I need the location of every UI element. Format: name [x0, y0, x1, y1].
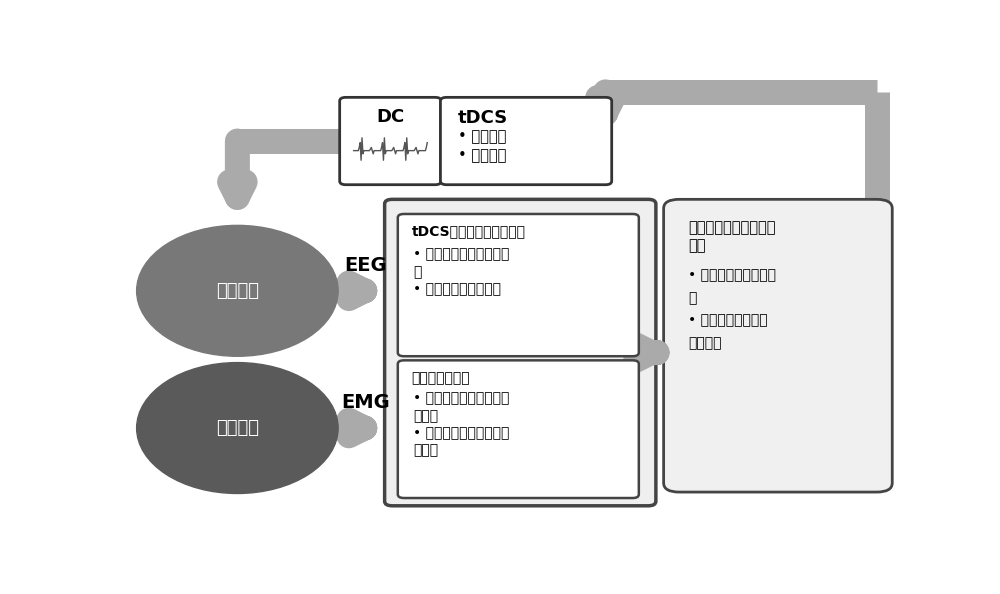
Text: • 多层次神经肌肉耦合关: • 多层次神经肌肉耦合关 [413, 426, 510, 440]
Text: 管理: 管理 [688, 238, 706, 253]
Text: • 射激范式: • 射激范式 [458, 129, 507, 144]
Text: tDCS对皮层活动影响分析: tDCS对皮层活动影响分析 [412, 225, 526, 239]
Text: • 相关矩阵与邻接矩阵建: • 相关矩阵与邻接矩阵建 [413, 247, 510, 261]
Text: • 运动功能康复评价指: • 运动功能康复评价指 [688, 268, 776, 282]
Text: 运动功能评价与可塑性: 运动功能评价与可塑性 [688, 220, 776, 235]
Text: EMG: EMG [341, 393, 390, 412]
Text: EEG: EEG [344, 256, 387, 275]
FancyBboxPatch shape [385, 200, 656, 506]
Text: tDCS: tDCS [458, 109, 509, 127]
Text: 立: 立 [413, 265, 422, 279]
Text: 肢体肌肉: 肢体肌肉 [216, 419, 259, 437]
Text: 标: 标 [688, 291, 697, 305]
Text: DC: DC [376, 108, 405, 126]
FancyBboxPatch shape [398, 214, 639, 356]
Text: 大脑皮层: 大脑皮层 [216, 282, 259, 300]
Text: • 脑功能网络特征提取: • 脑功能网络特征提取 [413, 282, 501, 296]
Text: • 基于动态回归模型的因: • 基于动态回归模型的因 [413, 391, 510, 406]
FancyBboxPatch shape [664, 200, 892, 492]
FancyBboxPatch shape [440, 97, 612, 185]
Text: 参数调整: 参数调整 [688, 337, 722, 350]
Text: 果关系: 果关系 [413, 409, 438, 423]
Ellipse shape [137, 362, 338, 494]
Text: • 电流参数: • 电流参数 [458, 148, 507, 163]
Text: 脑肌电耦合分析: 脑肌电耦合分析 [412, 371, 470, 385]
FancyBboxPatch shape [340, 97, 441, 185]
Text: • 电射激干预方案与: • 电射激干预方案与 [688, 314, 768, 328]
Text: 系分析: 系分析 [413, 444, 438, 457]
FancyBboxPatch shape [398, 361, 639, 498]
Ellipse shape [137, 225, 338, 356]
